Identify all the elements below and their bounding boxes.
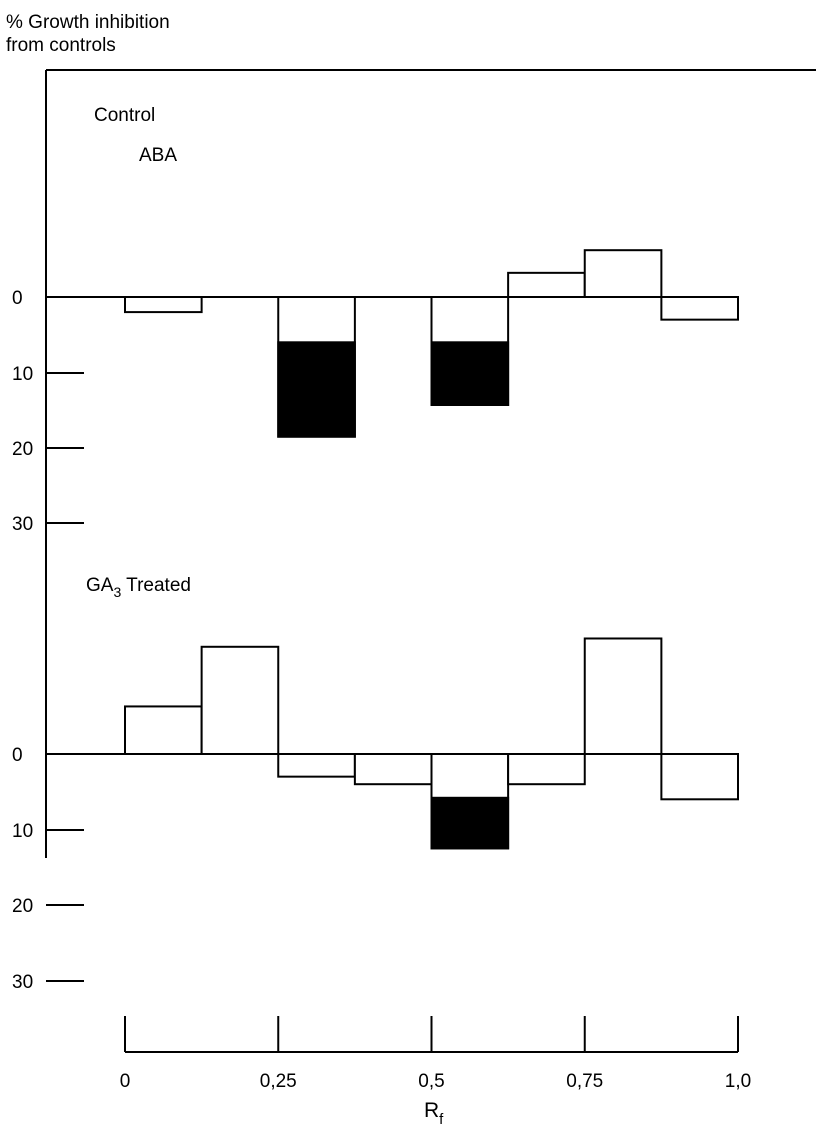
- x-tick-label: 0,75: [566, 1071, 603, 1092]
- x-axis-title-subscript: f: [439, 1111, 444, 1128]
- x-axis-title: Rf: [424, 1099, 444, 1128]
- y-ticks-panel-ga3: 0 10 20 30: [12, 745, 84, 993]
- histogram-bar: [507, 271, 586, 298]
- panel-label-control: Control: [94, 105, 155, 126]
- x-tick-label: 0: [120, 1071, 131, 1092]
- histogram-bar: [507, 753, 586, 786]
- aba-bar-segment: [430, 796, 510, 850]
- y-tick-label: 30: [12, 514, 33, 535]
- x-ticks: 0 0,25 0,5 0,75 1,0: [120, 1016, 751, 1092]
- y-tick-label: 10: [12, 821, 33, 842]
- histogram-bar: [660, 753, 739, 801]
- y-tick-label: 30: [12, 972, 33, 993]
- x-tick-label: 0,25: [260, 1071, 297, 1092]
- y-axis-title-line2: from controls: [6, 35, 116, 56]
- panel-label-ga: GA: [86, 575, 114, 596]
- y-tick-label: 0: [12, 745, 23, 766]
- histogram-bar: [583, 637, 663, 755]
- x-tick-label: 1,0: [725, 1071, 751, 1092]
- histogram-bar: [583, 249, 663, 299]
- aba-bar-segment: [277, 341, 356, 438]
- y-axis-title-line1: % Growth inhibition: [6, 12, 170, 33]
- panel-label-ga3-treated: GA3 Treated: [86, 575, 191, 600]
- y-tick-label: 20: [12, 439, 33, 460]
- y-tick-label: 10: [12, 364, 33, 385]
- histogram-bar: [660, 296, 739, 321]
- bars-panel-control: [84, 249, 739, 438]
- bars-panel-ga3: [84, 637, 739, 850]
- histogram-bar: [277, 753, 356, 778]
- histogram-bar: [124, 705, 203, 755]
- y-tick-label: 0: [12, 288, 23, 309]
- y-ticks-panel-control: 0 10 20 30: [12, 288, 84, 535]
- histogram-bar: [124, 296, 203, 314]
- panel-label-ga-subscript: 3: [113, 584, 121, 600]
- histogram-bar: [200, 645, 280, 755]
- x-tick-label: 0,5: [418, 1071, 444, 1092]
- x-axis-title-main: R: [424, 1099, 439, 1122]
- legend-aba-label: ABA: [139, 145, 177, 166]
- histogram-bar: [353, 753, 433, 786]
- aba-bar-segment: [430, 341, 510, 406]
- panel-label-treated: Treated: [121, 575, 191, 596]
- y-tick-label: 20: [12, 896, 33, 917]
